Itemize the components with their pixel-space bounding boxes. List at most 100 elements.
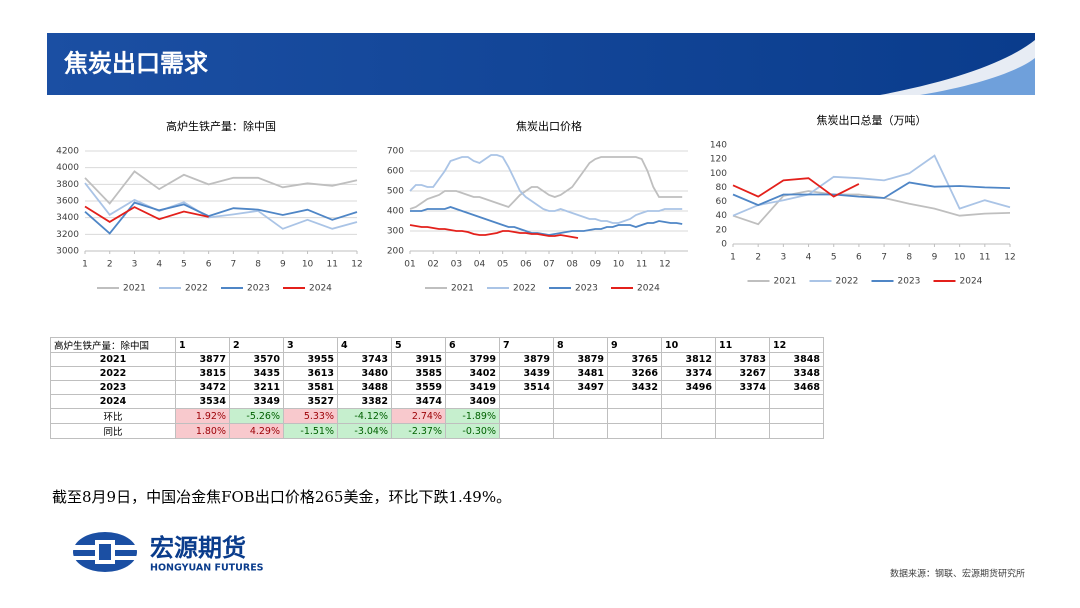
x-tick-label: 5: [181, 260, 187, 270]
table-cell: 3799: [445, 352, 500, 367]
x-tick-label: 9: [280, 260, 286, 270]
banner-swoosh: [920, 58, 1035, 95]
table-cell: 3419: [445, 380, 500, 395]
series-line: [409, 154, 683, 224]
series-line: [732, 177, 860, 198]
table-cell: 3848: [769, 352, 824, 367]
table-cell: 3402: [445, 366, 500, 381]
series-line: [84, 201, 358, 235]
table-cell: 3743: [337, 352, 392, 367]
legend-label: 2021: [774, 277, 797, 287]
table-cell: [499, 408, 554, 424]
y-tick-label: 120: [710, 155, 727, 165]
y-tick-label: 80: [716, 183, 728, 193]
table-cell: [769, 423, 824, 439]
y-tick-label: 200: [387, 247, 404, 257]
table-cell: 3812: [661, 352, 716, 367]
x-tick-label: 05: [497, 260, 508, 270]
table-cell: -3.04%: [337, 423, 392, 439]
series-line: [409, 156, 683, 210]
table-cell: 6: [445, 337, 500, 353]
x-tick-label: 06: [520, 260, 532, 270]
y-tick-label: 600: [387, 167, 404, 177]
table-cell: -4.12%: [337, 408, 392, 424]
table-cell: 4.29%: [229, 423, 284, 439]
table-cell: 3488: [337, 380, 392, 395]
legend-label: 2022: [513, 284, 536, 294]
y-tick-label: 0: [721, 240, 727, 250]
table-cell: 3472: [175, 380, 230, 395]
y-tick-label: 20: [716, 225, 728, 235]
table-cell: 8: [553, 337, 608, 353]
legend-label: 2023: [575, 284, 598, 294]
x-tick-label: 09: [590, 260, 602, 270]
y-tick-label: 4000: [56, 163, 79, 173]
table-cell: 3435: [229, 366, 284, 381]
x-tick-label: 03: [451, 260, 462, 270]
x-tick-label: 12: [351, 260, 362, 270]
x-tick-label: 3: [780, 253, 786, 263]
table-cell: 2: [229, 337, 284, 353]
data-table: 高炉生铁产量：除中国 1 2 3 4 5 6 7 8 9 10 11 12 2021 3877 3570 395…: [50, 337, 824, 439]
table-cell: 3481: [553, 366, 608, 381]
y-tick-label: 3200: [56, 230, 79, 240]
table-cell: 3496: [661, 380, 716, 395]
table-cell: 7: [499, 337, 554, 353]
table-cell: 3534: [175, 394, 230, 409]
slide-title: 焦炭出口需求: [64, 49, 208, 78]
table-cell: 同比: [50, 423, 176, 439]
table-cell: 9: [607, 337, 662, 353]
table-cell: 3267: [715, 366, 770, 381]
legend-label: 2023: [898, 277, 921, 287]
table-row: 2021 3877 3570 3955 3743 3915 3799 3879 3879 3765…: [50, 352, 824, 367]
table-cell: 1.92%: [175, 408, 230, 424]
y-tick-label: 100: [710, 169, 727, 179]
table-cell: 3815: [175, 366, 230, 381]
x-tick-label: 2: [755, 253, 761, 263]
table-cell: [607, 423, 662, 439]
legend-label: 2023: [247, 284, 270, 294]
source: 数据来源：钢联、宏源期货研究所: [890, 568, 1025, 580]
y-tick-label: 3400: [56, 213, 79, 223]
table-cell: 4: [337, 337, 392, 353]
table-cell: -0.30%: [445, 423, 500, 439]
table-row: 高炉生铁产量：除中国 1 2 3 4 5 6 7 8 9 10 11 12: [50, 337, 824, 353]
legend-label: 2021: [451, 284, 474, 294]
table-cell: [553, 408, 608, 424]
table-cell: 2024: [50, 394, 176, 409]
table-cell: 高炉生铁产量：除中国: [50, 337, 176, 353]
table-cell: [607, 394, 662, 409]
table-cell: 3348: [769, 366, 824, 381]
legend-label: 2024: [637, 284, 660, 294]
y-tick-label: 500: [387, 187, 404, 197]
table-cell: 10: [661, 337, 716, 353]
table-cell: -2.37%: [391, 423, 446, 439]
table-cell: 2023: [50, 380, 176, 395]
table-cell: 3266: [607, 366, 662, 381]
x-tick-label: 2: [107, 260, 113, 270]
x-tick-label: 10: [302, 260, 314, 270]
table-cell: [607, 408, 662, 424]
legend-label: 2024: [960, 277, 983, 287]
table-cell: 3559: [391, 380, 446, 395]
x-tick-label: 11: [636, 260, 647, 270]
table-cell: -5.26%: [229, 408, 284, 424]
table-cell: [715, 394, 770, 409]
x-tick-label: 9: [932, 253, 938, 263]
x-tick-label: 11: [979, 253, 990, 263]
table-cell: 11: [715, 337, 770, 353]
x-tick-label: 07: [543, 260, 554, 270]
table-row: 同比 1.80% 4.29% -1.51% -3.04% -2.37% -0.30%: [50, 423, 824, 439]
table-cell: 3349: [229, 394, 284, 409]
legend-label: 2021: [123, 284, 146, 294]
logo-emblem: [70, 532, 140, 572]
table-row: 环比 1.92% -5.26% 5.33% -4.12% 2.74% -1.89%: [50, 408, 824, 424]
x-tick-label: 02: [427, 260, 438, 270]
logo-subtitle: HONGYUAN FUTURES: [150, 563, 264, 574]
chart-title: 焦炭出口价格: [516, 119, 582, 133]
table-row: 2024 3534 3349 3527 3382 3474 3409: [50, 394, 824, 409]
table-cell: 3581: [283, 380, 338, 395]
y-tick-label: 60: [716, 197, 728, 207]
y-tick-label: 400: [387, 207, 404, 217]
x-tick-label: 01: [404, 260, 415, 270]
